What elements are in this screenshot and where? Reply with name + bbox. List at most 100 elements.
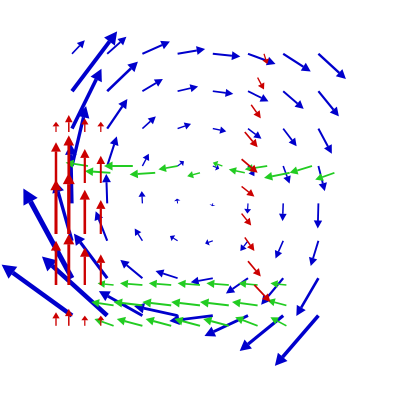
arrow-head: [219, 126, 227, 134]
arrow: [50, 240, 62, 285]
arrow-shaft: [212, 90, 226, 94]
arrow-head: [253, 131, 262, 139]
arrow-shaft: [179, 301, 201, 307]
arrow: [169, 235, 178, 242]
arrow-head: [313, 220, 323, 229]
arrow-shaft: [277, 240, 284, 252]
arrow-shaft: [70, 40, 112, 93]
arrow-shaft: [214, 283, 229, 286]
arrow-head: [294, 100, 304, 109]
arrow-shaft: [253, 284, 266, 297]
arrow-head: [335, 69, 346, 79]
arrow: [52, 121, 60, 132]
arrow-head: [244, 208, 252, 214]
arrow: [247, 90, 269, 102]
arrow-head: [145, 316, 155, 326]
arrow-head: [203, 316, 213, 326]
arrow-shaft: [276, 320, 287, 327]
arrow: [177, 160, 184, 167]
arrow: [142, 298, 172, 308]
arrow-head: [142, 298, 152, 308]
arrow-head: [138, 191, 146, 197]
arrow-head: [65, 115, 73, 123]
arrow: [317, 128, 332, 154]
arrow-shaft: [208, 240, 213, 243]
arrow-shaft: [165, 165, 178, 169]
arrow-head: [252, 268, 261, 277]
arrow-head: [174, 316, 184, 326]
arrow: [141, 116, 156, 130]
arrow: [282, 90, 304, 109]
arrow-head: [109, 136, 119, 146]
arrow: [241, 213, 252, 226]
arrow-head: [96, 200, 106, 209]
arrow-shaft: [182, 320, 201, 327]
arrow: [278, 203, 287, 222]
arrow-head: [288, 137, 297, 147]
arrow-head: [79, 247, 90, 257]
arrow-head: [52, 121, 60, 127]
arrow-shaft: [241, 213, 248, 221]
arrow: [250, 104, 261, 119]
arrow-head: [274, 250, 283, 259]
arrow-head: [158, 164, 167, 172]
arrow: [212, 160, 223, 168]
arrow: [79, 247, 90, 285]
arrow-shaft: [247, 260, 257, 272]
arrow-head: [296, 304, 306, 316]
arrow-head: [243, 217, 252, 226]
arrow: [235, 316, 258, 327]
arrow: [120, 279, 143, 289]
arrow-shaft: [106, 144, 116, 167]
arrow: [148, 279, 172, 289]
arrow-shaft: [137, 171, 156, 175]
arrow-head: [262, 58, 270, 64]
arrow-shaft: [141, 82, 157, 92]
arrow-shaft: [150, 301, 172, 307]
arrow-head: [65, 308, 73, 317]
arrow: [141, 40, 170, 55]
arrow-head: [120, 259, 130, 269]
arrow-shaft: [242, 319, 258, 327]
arrow: [212, 164, 220, 171]
arrow-head: [270, 317, 279, 325]
arrow: [41, 256, 109, 318]
arrow: [274, 240, 284, 259]
arrow-shaft: [107, 294, 144, 317]
arrow: [247, 52, 276, 66]
arrow-head: [41, 256, 58, 272]
arrow: [187, 171, 201, 179]
arrow: [169, 314, 213, 326]
arrow-head: [215, 164, 220, 171]
arrow-shaft: [121, 301, 143, 307]
arrow: [171, 298, 201, 308]
arrow-shaft: [317, 52, 340, 74]
arrow-head: [23, 188, 38, 206]
arrow-shaft: [282, 128, 293, 141]
arrow: [62, 172, 75, 234]
arrow-shaft: [256, 77, 262, 85]
arrow: [240, 240, 249, 251]
arrow-head: [196, 46, 206, 55]
arrow: [262, 53, 270, 64]
arrow: [205, 239, 213, 246]
arrow-head: [104, 161, 113, 171]
arrow: [190, 276, 213, 285]
arrow: [309, 240, 320, 266]
arrow: [80, 149, 90, 183]
arrow-head: [169, 235, 176, 242]
arrow-shaft: [277, 283, 287, 286]
arrow-head: [225, 88, 234, 97]
arrow-head: [81, 118, 89, 125]
arrow: [317, 90, 339, 117]
arrow: [97, 315, 105, 326]
arrow-shaft: [208, 301, 229, 307]
arrow: [241, 158, 258, 173]
arrow: [228, 167, 245, 175]
arrow-head: [289, 166, 299, 175]
arrow-head: [102, 173, 111, 183]
arrow-head: [96, 254, 106, 263]
arrow: [177, 122, 192, 130]
arrow-shaft: [282, 52, 304, 68]
